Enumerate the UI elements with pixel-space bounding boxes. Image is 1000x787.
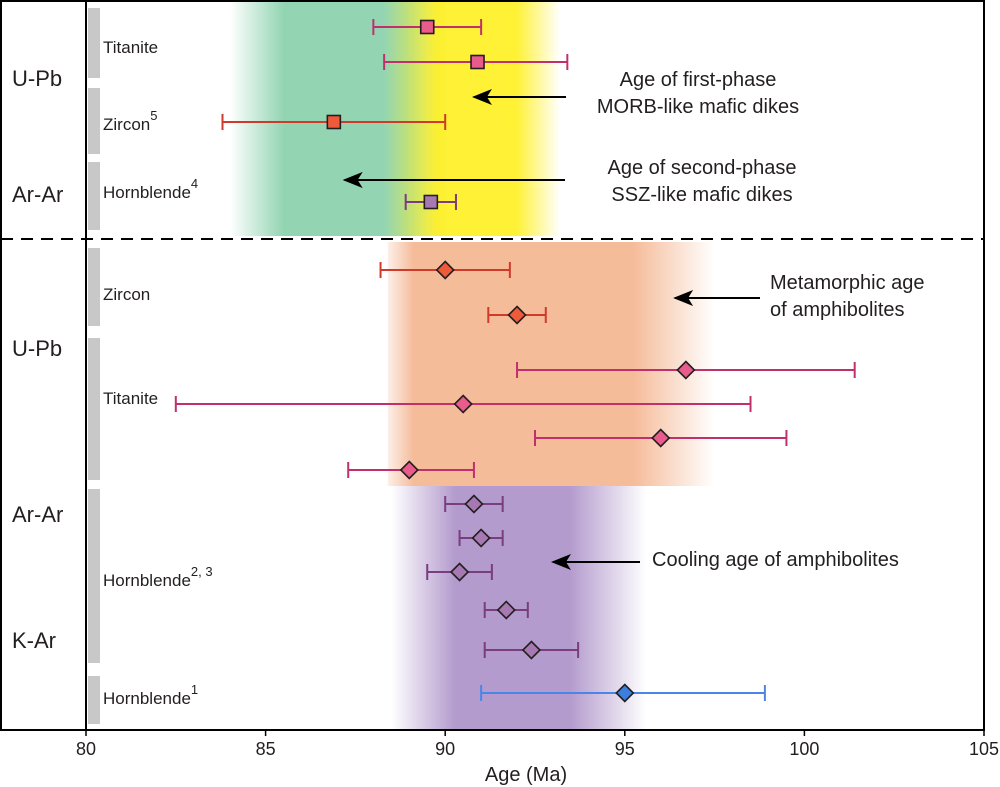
category-bar: [88, 248, 100, 326]
plot-frame: [0, 0, 985, 731]
data-point: [383, 54, 569, 70]
x-axis: 80 85 90 95 100 105: [76, 730, 999, 759]
square-marker: [419, 19, 435, 35]
method-label: Ar-Ar: [12, 182, 63, 207]
mineral-labels: Titanite Zircon5 Hornblende4 Zircon Tita…: [103, 38, 213, 708]
category-bar: [88, 88, 100, 154]
category-bar: [88, 676, 100, 724]
x-tick-label: 100: [789, 739, 819, 759]
data-point: [487, 305, 547, 325]
mineral-label: Hornblende4: [103, 176, 198, 202]
method-label: K-Ar: [12, 628, 56, 653]
diamond-marker: [399, 460, 419, 480]
x-tick-label: 105: [969, 739, 999, 759]
age-bands: [229, 2, 715, 729]
mineral-label: Hornblende2, 3: [103, 564, 213, 590]
data-point: [483, 640, 580, 660]
annotation-arrows: [342, 89, 760, 570]
data-point: [426, 562, 493, 582]
mineral-label: Hornblende1: [103, 682, 198, 708]
square-marker: [470, 54, 485, 70]
diamond-marker: [453, 394, 473, 414]
x-tick-label: 80: [76, 739, 96, 759]
data-point: [404, 194, 457, 210]
x-tick-label: 90: [435, 739, 455, 759]
square-marker: [326, 114, 342, 130]
annotation-cooling: Cooling age of amphibolites: [652, 549, 899, 571]
diamond-marker: [435, 260, 455, 280]
diamond-marker: [521, 640, 542, 660]
category-bars: [88, 8, 100, 724]
mineral-label: Zircon: [103, 285, 150, 304]
orange-band: [387, 242, 715, 486]
mineral-label: Zircon5: [103, 108, 157, 134]
diamond-marker: [676, 360, 696, 380]
purple-band: [391, 486, 647, 729]
method-label: U-Pb: [12, 66, 62, 91]
category-bar: [88, 8, 100, 78]
data-point: [458, 528, 504, 548]
annotation-metamorphic: Metamorphic age of amphibolites: [770, 272, 925, 321]
method-label: U-Pb: [12, 336, 62, 361]
annotation-first-phase: Age of first-phase MORB-like mafic dikes: [597, 69, 799, 118]
diamond-marker: [651, 428, 671, 448]
data-points: [174, 19, 856, 703]
x-tick-label: 95: [615, 739, 635, 759]
method-label: Ar-Ar: [12, 502, 63, 527]
data-point: [516, 360, 856, 380]
diamond-marker: [496, 600, 516, 620]
diamond-marker: [615, 683, 635, 703]
diamond-marker: [464, 494, 484, 514]
data-point: [174, 394, 752, 414]
data-point: [347, 460, 475, 480]
mineral-label: Titanite: [103, 389, 158, 408]
category-bar: [88, 489, 100, 663]
data-point: [534, 428, 788, 448]
x-tick-label: 85: [256, 739, 276, 759]
x-axis-label: Age (Ma): [485, 764, 567, 786]
data-point: [444, 494, 504, 514]
yellow-band: [384, 2, 561, 236]
data-point: [372, 19, 483, 35]
annotations: Age of first-phase MORB-like mafic dikes …: [597, 69, 925, 571]
diamond-marker: [471, 528, 491, 548]
method-labels: U-Pb Ar-Ar U-Pb Ar-Ar K-Ar: [12, 66, 63, 653]
category-bar: [88, 162, 100, 230]
data-point: [483, 600, 529, 620]
data-point: [379, 260, 511, 280]
category-bar: [88, 338, 100, 480]
data-point: [221, 114, 447, 130]
diamond-marker: [507, 305, 527, 325]
mineral-label: Titanite: [103, 38, 158, 57]
data-point: [480, 683, 766, 703]
diamond-marker: [449, 562, 470, 582]
square-marker: [423, 194, 439, 210]
annotation-second-phase: Age of second-phase SSZ-like mafic dikes: [607, 157, 796, 206]
